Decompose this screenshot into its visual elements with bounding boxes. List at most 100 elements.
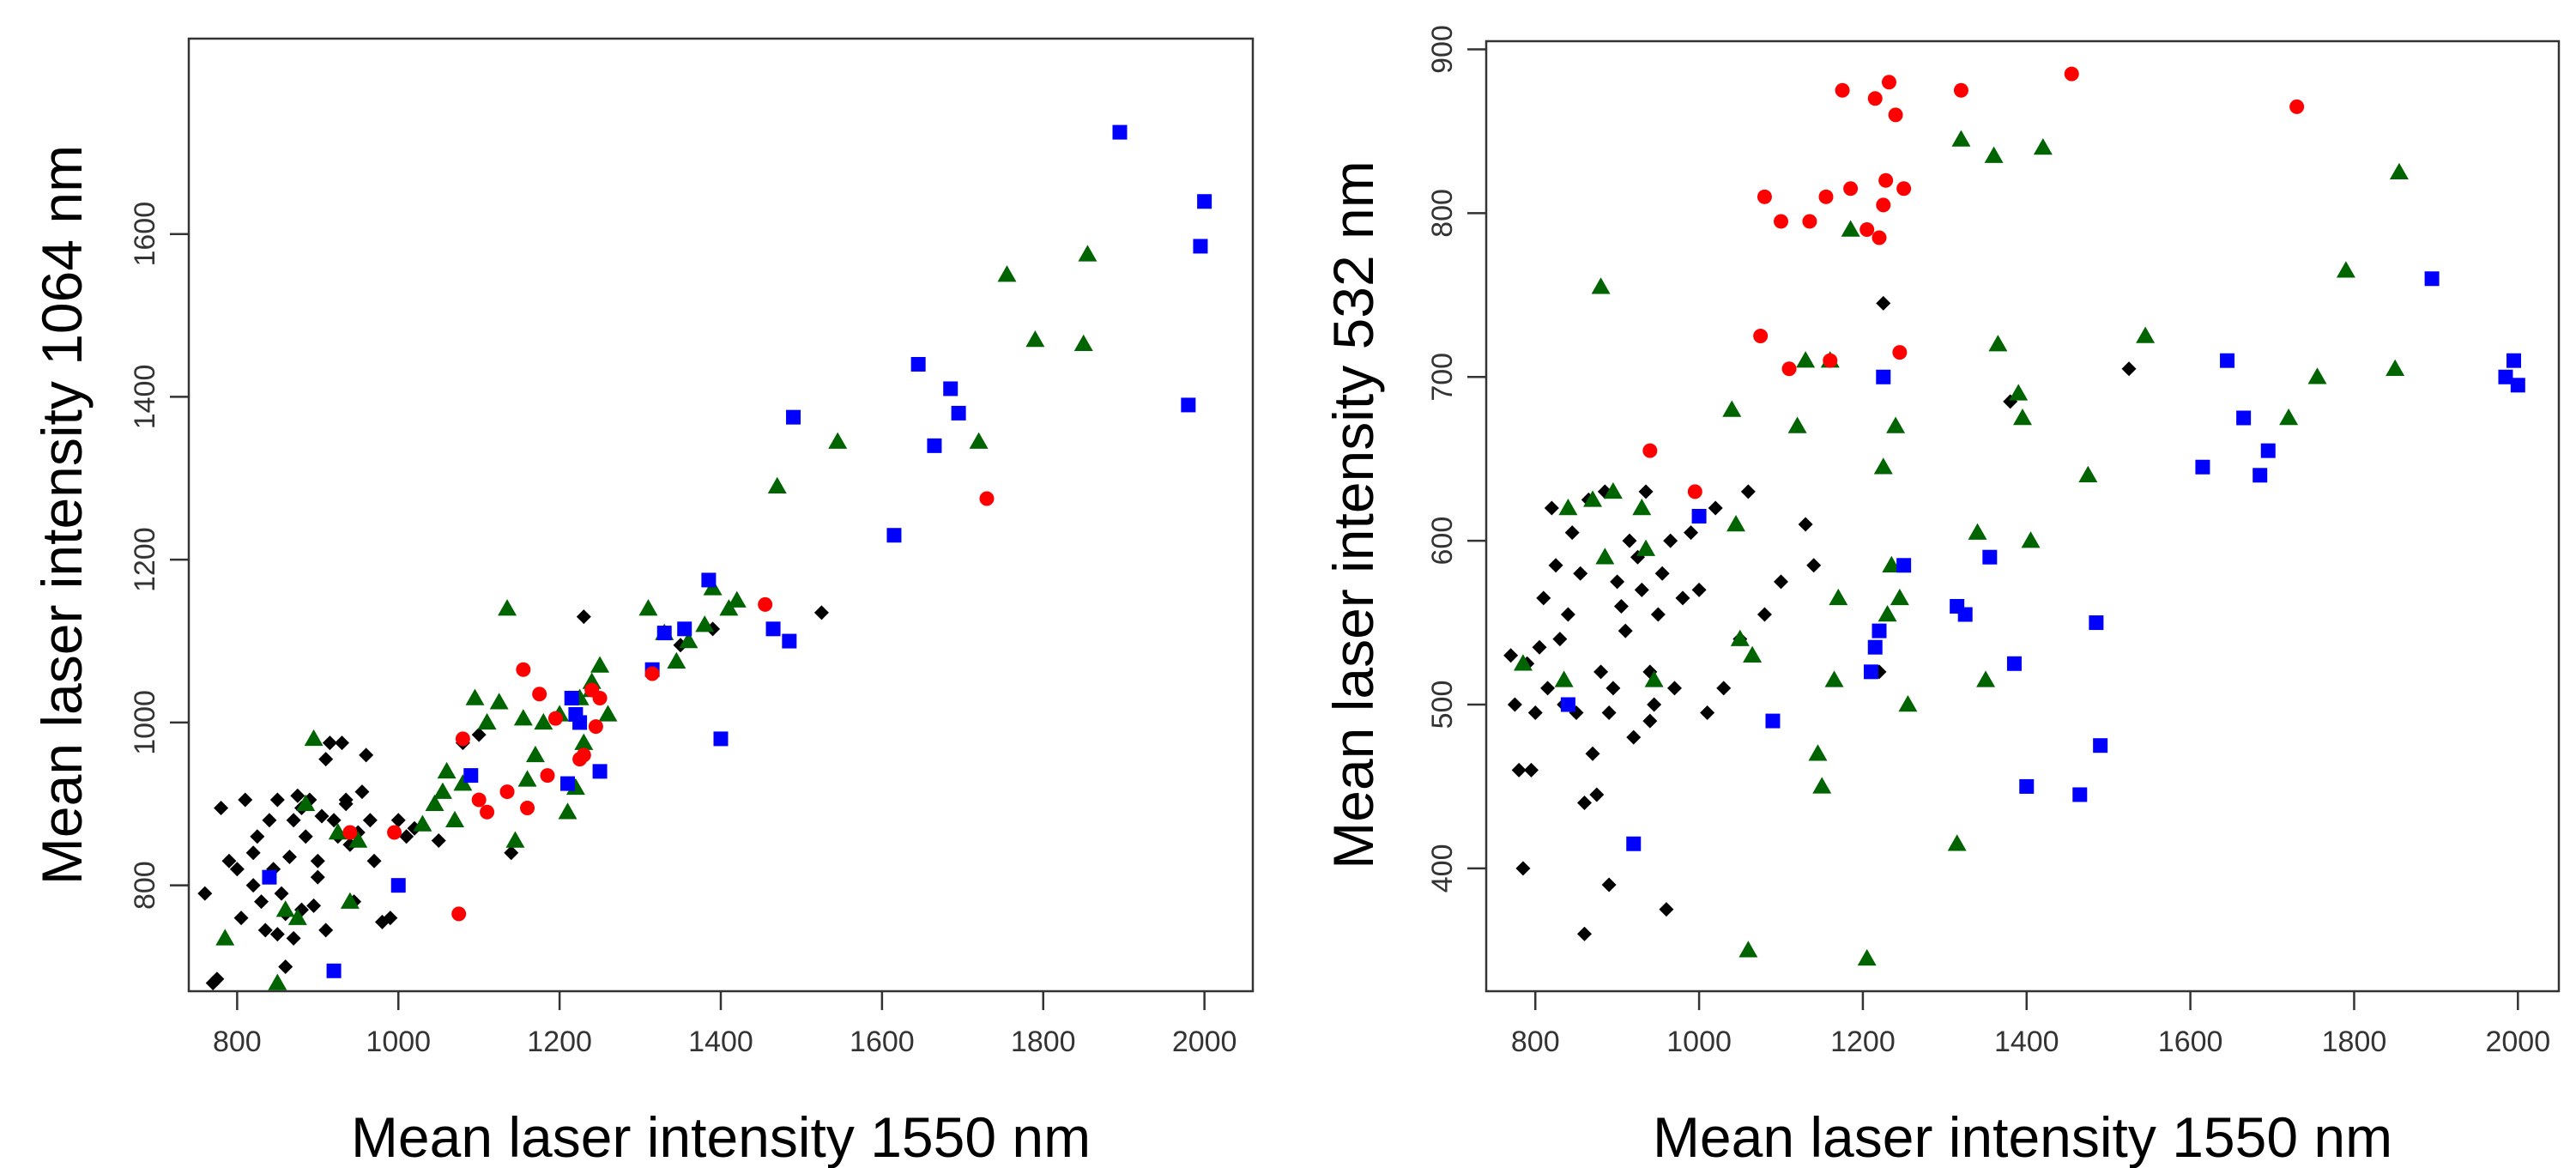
data-point-circle: [1823, 353, 1838, 368]
data-point-diamond: [1593, 664, 1609, 680]
x-axis-title: Mean laser intensity 1550 nm: [1653, 1105, 2392, 1168]
data-point-triangle: [1644, 670, 1664, 687]
data-point-square: [1626, 836, 1642, 851]
data-point-diamond: [1601, 877, 1617, 893]
data-point-square: [2424, 271, 2440, 287]
data-point-diamond: [245, 845, 261, 861]
data-point-triangle: [2078, 465, 2098, 483]
data-point-circle: [547, 711, 563, 726]
data-point-diamond: [310, 869, 325, 885]
data-point-triangle: [1829, 588, 1848, 606]
data-point-diamond: [1589, 787, 1605, 802]
x-tick-label: 1200: [527, 1026, 592, 1058]
data-point-circle: [1802, 214, 1817, 229]
data-point-circle: [1896, 181, 1912, 197]
data-point-circle: [1753, 329, 1769, 344]
data-point-diamond: [1564, 525, 1580, 541]
data-point-diamond: [1610, 574, 1625, 590]
data-point-diamond: [310, 853, 325, 868]
data-point-diamond: [1806, 558, 1822, 573]
data-point-triangle: [437, 761, 457, 779]
data-point-diamond: [318, 752, 334, 767]
data-point-square: [1560, 697, 1575, 712]
data-point-triangle: [1558, 498, 1578, 516]
data-point-triangle: [348, 831, 368, 848]
data-point-triangle: [304, 729, 324, 747]
data-point-diamond: [1532, 639, 1547, 655]
data-point-circle: [1876, 197, 1891, 213]
data-point-diamond: [813, 605, 829, 620]
data-point-triangle: [1722, 400, 1742, 417]
axis-ticks: 800 1000 1200 1400 1600 1800 2000 800 1000 1200 14…: [129, 202, 1237, 1058]
data-point-triangle: [2021, 531, 2041, 548]
data-point-triangle: [638, 599, 658, 616]
data-point-circle: [520, 801, 535, 816]
data-point-circle: [1642, 443, 1658, 458]
data-point-triangle: [477, 712, 497, 730]
data-point-square: [2510, 378, 2525, 393]
data-point-triangle: [340, 892, 360, 909]
data-point-square: [2195, 459, 2210, 475]
data-point-triangle: [517, 770, 537, 787]
data-point-square: [1957, 607, 1973, 622]
data-point-triangle: [1726, 515, 1746, 532]
data-point-square: [2006, 656, 2022, 671]
data-point-triangle: [2009, 384, 2029, 401]
y-tick-label: 500: [1426, 681, 1459, 729]
data-point-triangle: [727, 590, 747, 608]
data-point-triangle: [1898, 694, 1918, 712]
data-point-square: [1876, 369, 1891, 384]
data-point-triangle: [1603, 481, 1623, 499]
data-point-triangle: [2279, 408, 2299, 426]
data-point-triangle: [969, 432, 989, 449]
data-point-triangle: [296, 794, 316, 812]
data-point-circle: [1881, 75, 1896, 90]
data-point-square: [1896, 558, 1912, 573]
data-point-diamond: [1663, 533, 1678, 548]
data-point-diamond: [1613, 598, 1629, 614]
data-point-square: [1982, 549, 1998, 565]
data-point-diamond: [1601, 705, 1617, 721]
data-point-diamond: [209, 971, 225, 987]
data-point-diamond: [1774, 574, 1789, 590]
data-point-triangle: [1730, 629, 1750, 646]
data-point-diamond: [1523, 762, 1539, 778]
data-point-triangle: [1873, 457, 1893, 475]
data-point-diamond: [471, 727, 487, 742]
data-point-triangle: [215, 929, 235, 946]
y-tick-label: 1600: [129, 202, 161, 267]
data-point-triangle: [328, 823, 348, 840]
data-point-diamond: [1716, 681, 1732, 696]
data-point-triangle: [1743, 645, 1763, 663]
data-point-circle: [1818, 189, 1834, 204]
data-point-circle: [540, 768, 555, 784]
data-point-diamond: [362, 813, 378, 828]
data-point-triangle: [413, 814, 432, 832]
data-point-square: [1193, 239, 1208, 254]
data-point-diamond: [254, 894, 269, 910]
data-point-triangle: [268, 973, 287, 990]
data-point-diamond: [1540, 681, 1556, 696]
data-point-triangle: [534, 712, 553, 730]
data-point-circle: [471, 792, 487, 808]
data-point-diamond: [1626, 729, 1642, 745]
data-point-triangle: [2136, 326, 2156, 343]
data-point-triangle: [1812, 777, 1832, 794]
data-point-diamond: [1515, 861, 1531, 876]
data-point-square: [701, 572, 717, 588]
data-point-triangle: [1632, 498, 1652, 516]
data-point-diamond: [1675, 590, 1690, 606]
data-point-diamond: [1560, 607, 1575, 622]
data-point-circle: [387, 825, 402, 840]
data-point-diamond: [281, 849, 297, 864]
x-tick-label: 1800: [1011, 1026, 1076, 1058]
data-point-triangle: [667, 651, 686, 669]
data-point-triangle: [1595, 548, 1615, 565]
data-point-diamond: [214, 801, 229, 816]
data-point-square: [782, 633, 797, 649]
data-point-circle: [1843, 181, 1859, 197]
data-point-square: [1765, 713, 1781, 729]
data-point-square: [1112, 124, 1128, 140]
data-point-circle: [342, 825, 358, 840]
